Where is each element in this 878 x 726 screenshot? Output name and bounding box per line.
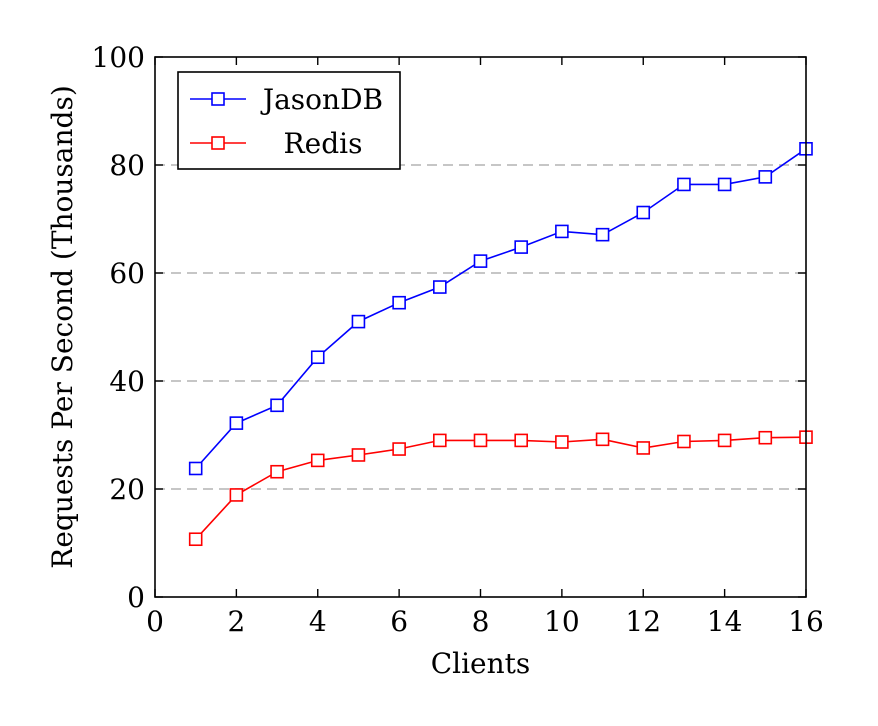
legend-marker <box>211 136 225 150</box>
data-point-marker <box>514 240 528 254</box>
y-tick-label: 100 <box>92 41 145 74</box>
data-point-marker <box>188 532 203 547</box>
y-tick-label: 80 <box>109 149 145 182</box>
x-tick-label: 14 <box>707 605 743 638</box>
data-point-marker <box>473 433 488 448</box>
data-point-marker <box>514 433 528 448</box>
y-tick-label: 40 <box>109 365 145 398</box>
data-point-marker <box>758 430 773 445</box>
legend-label: Redis <box>284 127 363 160</box>
data-point-marker <box>351 314 366 329</box>
data-point-marker <box>270 398 284 413</box>
data-point-marker <box>717 177 732 192</box>
data-point-marker <box>392 442 406 456</box>
legend-marker <box>211 92 225 106</box>
x-tick-label: 2 <box>227 605 245 638</box>
data-point-marker <box>595 432 610 447</box>
data-point-marker <box>677 434 691 449</box>
data-point-marker <box>555 224 569 239</box>
data-point-marker <box>717 433 732 448</box>
data-point-marker <box>433 280 447 294</box>
legend-box <box>177 71 401 170</box>
x-tick-label: 8 <box>472 605 490 638</box>
data-point-marker <box>473 254 488 268</box>
data-point-marker <box>310 453 325 468</box>
data-point-marker <box>636 441 651 455</box>
data-point-marker <box>555 435 569 449</box>
data-point-marker <box>433 433 447 448</box>
series-group <box>188 142 813 547</box>
series-line <box>195 148 807 470</box>
data-point-marker <box>351 448 366 462</box>
legend: JasonDB Redis <box>177 71 401 170</box>
series-redis <box>188 430 813 547</box>
axis-ticks: 0 20 40 60 80 100 0 2 4 6 8 10 12 14 16 <box>92 41 824 638</box>
data-point-marker <box>310 350 325 365</box>
data-point-marker <box>229 416 244 430</box>
data-point-marker <box>188 461 203 476</box>
y-tick-label: 0 <box>127 581 145 614</box>
data-point-marker <box>392 295 406 310</box>
x-tick-label: 16 <box>788 605 824 638</box>
data-point-marker <box>677 177 691 192</box>
x-tick-label: 12 <box>625 605 661 638</box>
x-tick-label: 4 <box>309 605 327 638</box>
series-line <box>195 436 807 540</box>
data-point-marker <box>595 227 610 242</box>
data-point-marker <box>270 464 284 479</box>
legend-label: JasonDB <box>260 83 383 116</box>
x-tick-label: 6 <box>390 605 408 638</box>
grid-lines <box>155 164 806 490</box>
data-point-marker <box>636 205 651 220</box>
series-jasondb <box>188 142 813 476</box>
y-axis-title: Requests Per Second (Thousands) <box>46 85 79 569</box>
data-point-marker <box>758 170 773 184</box>
y-tick-label: 20 <box>109 473 145 506</box>
x-axis-title: Clients <box>431 647 531 680</box>
y-tick-label: 60 <box>109 257 145 290</box>
x-tick-label: 0 <box>146 605 164 638</box>
data-point-marker <box>229 488 244 502</box>
x-tick-label: 10 <box>544 605 580 638</box>
